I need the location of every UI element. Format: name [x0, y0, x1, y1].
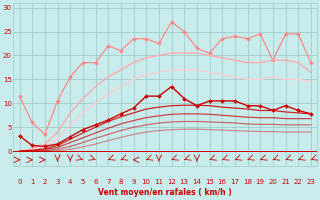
X-axis label: Vent moyen/en rafales ( km/h ): Vent moyen/en rafales ( km/h ) — [98, 188, 232, 197]
